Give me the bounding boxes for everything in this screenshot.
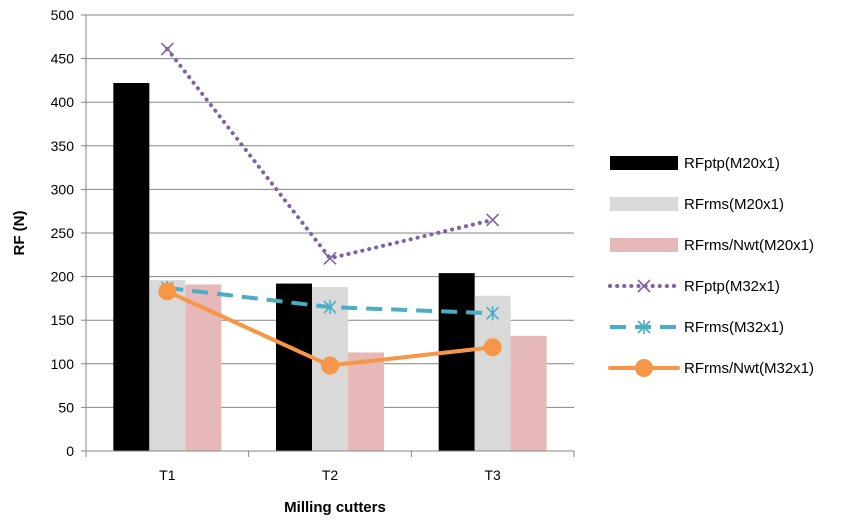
marker (160, 42, 174, 56)
y-tick-label: 0 (66, 443, 74, 459)
legend-swatch (610, 156, 678, 170)
bar (149, 280, 186, 451)
bar (438, 273, 475, 451)
marker (486, 213, 500, 227)
legend-swatch (610, 197, 678, 211)
x-tick-labels: T1 T2 T3 (159, 467, 501, 483)
legend-label: RFrms(M32x1) (684, 319, 784, 336)
bar (348, 352, 384, 451)
marker (637, 279, 651, 293)
legend-label: RFrms/Nwt(M32x1) (684, 360, 814, 377)
y-tick-label: 400 (51, 94, 75, 110)
y-tick-label: 450 (51, 51, 75, 67)
legend-label: RFptp(M32x1) (684, 278, 780, 295)
y-tick-label: 350 (51, 138, 75, 154)
y-tick-label: 100 (51, 356, 75, 372)
y-tick-labels: 0 50 100 150 200 250 300 350 400 450 500 (51, 7, 75, 459)
marker (158, 282, 177, 301)
legend-swatch (610, 238, 678, 252)
bar (276, 283, 312, 451)
marker (321, 356, 339, 375)
legend-label: RFrms/Nwt(M20x1) (684, 237, 814, 254)
y-tick-label: 50 (58, 399, 74, 415)
bars (113, 83, 547, 452)
y-tick-label: 200 (51, 269, 75, 285)
marker (635, 359, 653, 377)
y-tick-label: 250 (51, 225, 75, 241)
legend: RFptp(M20x1) RFrms(M20x1) RFrms/Nwt(M20x1)… (608, 155, 814, 377)
x-tick-label: T3 (484, 467, 501, 483)
bar (510, 335, 547, 451)
lines (158, 42, 502, 375)
x-tick-label: T1 (159, 467, 176, 483)
x-axis-title: Milling cutters (284, 499, 386, 516)
bar (113, 83, 150, 452)
y-axis-title: RF (N) (11, 211, 28, 256)
y-tick-label: 300 (51, 181, 75, 197)
bar (474, 295, 511, 451)
marker (323, 251, 337, 265)
axes (85, 15, 575, 457)
y-tick-label: 500 (51, 7, 75, 23)
y-tick-label: 150 (51, 312, 75, 328)
legend-label: RFptp(M20x1) (684, 155, 780, 172)
marker (483, 338, 502, 357)
x-tick-label: T2 (322, 467, 339, 483)
series-line (165, 47, 495, 261)
legend-label: RFrms(M20x1) (684, 196, 784, 213)
